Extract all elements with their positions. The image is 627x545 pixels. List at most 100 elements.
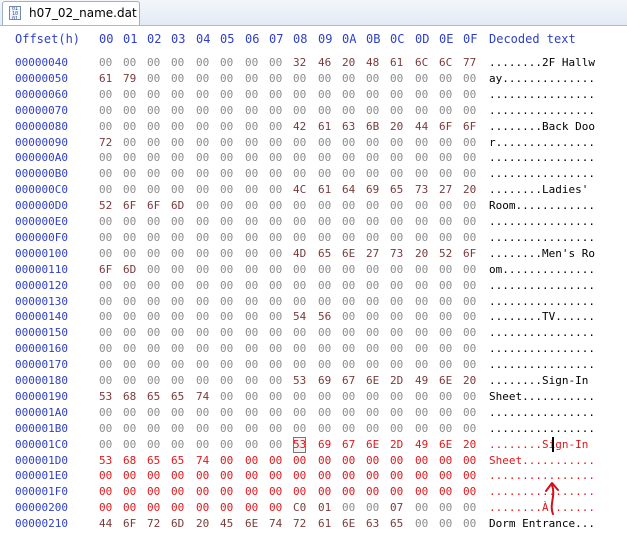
hex-byte-cell[interactable]: 00 <box>390 71 404 85</box>
hex-byte-cell[interactable]: 00 <box>123 246 137 260</box>
hex-byte-cell[interactable]: 45 <box>220 517 234 531</box>
hex-byte-cell[interactable]: 73 <box>390 246 404 260</box>
hex-byte-cell[interactable]: 00 <box>342 421 356 435</box>
hex-byte-cell[interactable]: 00 <box>171 437 185 451</box>
hex-byte-cell[interactable]: 00 <box>123 215 137 228</box>
hex-byte-cell[interactable]: 6F <box>123 199 137 213</box>
decoded-text[interactable]: ................ <box>489 294 595 308</box>
hex-byte-cell[interactable]: 73 <box>415 183 429 197</box>
hex-byte-cell[interactable]: 00 <box>415 453 429 467</box>
hex-byte-cell[interactable]: 00 <box>99 183 113 197</box>
file-tab[interactable]: 01 10 01 h07_02_name.dat <box>2 1 140 25</box>
hex-byte-cell[interactable]: 00 <box>245 310 259 324</box>
hex-byte-cell[interactable]: 53 <box>99 453 113 467</box>
hex-byte-cell[interactable]: 00 <box>390 199 404 213</box>
hex-byte-cell[interactable]: 00 <box>463 469 477 483</box>
hex-byte-cell[interactable]: 00 <box>269 56 283 69</box>
hex-byte-cell[interactable]: 00 <box>318 278 332 292</box>
hex-byte-cell[interactable]: 00 <box>123 183 137 197</box>
hex-byte-cell[interactable]: 00 <box>99 119 113 133</box>
hex-byte-cell[interactable]: 65 <box>390 183 404 197</box>
hex-byte-cell[interactable]: 00 <box>99 405 113 419</box>
hex-byte-cell[interactable]: 00 <box>269 326 283 340</box>
hex-byte-cell[interactable]: 61 <box>390 56 404 69</box>
decoded-text[interactable]: Room............ <box>489 199 595 213</box>
hex-byte-cell[interactable]: 00 <box>342 215 356 228</box>
hex-byte-cell[interactable]: 77 <box>463 56 477 69</box>
hex-byte-cell[interactable]: 00 <box>123 437 137 451</box>
hex-byte-cell[interactable]: 00 <box>147 342 161 356</box>
hex-byte-cell[interactable]: 00 <box>99 103 113 117</box>
hex-byte-cell[interactable]: 00 <box>366 389 380 403</box>
hex-byte-cell[interactable]: 00 <box>293 135 307 149</box>
hex-byte-cell[interactable]: C0 <box>293 501 307 515</box>
hex-byte-cell[interactable]: 27 <box>366 246 380 260</box>
hex-byte-cell[interactable]: 00 <box>123 326 137 340</box>
hex-byte-cell[interactable]: 00 <box>439 469 453 483</box>
hex-byte-cell[interactable]: 00 <box>245 469 259 483</box>
hex-byte-cell[interactable]: 00 <box>147 246 161 260</box>
hex-byte-cell[interactable]: 00 <box>220 103 234 117</box>
hex-byte-cell[interactable]: 00 <box>318 294 332 308</box>
hex-byte-cell[interactable]: 00 <box>99 437 113 451</box>
hex-byte-cell[interactable]: 6F <box>439 119 453 133</box>
hex-byte-cell[interactable]: 00 <box>245 262 259 276</box>
hex-byte-cell[interactable]: 00 <box>342 389 356 403</box>
hex-byte-cell[interactable]: 00 <box>123 103 137 117</box>
hex-byte-cell[interactable]: 00 <box>99 56 113 69</box>
decoded-text[interactable]: ........Sign-In <box>489 374 595 387</box>
hex-byte-cell[interactable]: 00 <box>196 262 210 276</box>
hex-byte-cell[interactable]: 00 <box>196 469 210 483</box>
hex-byte-cell[interactable]: 00 <box>293 230 307 244</box>
hex-byte-cell[interactable]: 00 <box>318 87 332 101</box>
hex-byte-cell[interactable]: 54 <box>293 310 307 324</box>
decoded-text[interactable]: ........À....... <box>489 501 595 515</box>
hex-byte-cell[interactable]: 00 <box>245 278 259 292</box>
hex-byte-cell[interactable]: 00 <box>269 501 283 515</box>
hex-byte-cell[interactable]: 00 <box>245 389 259 403</box>
decoded-text[interactable]: ........2F Hallw <box>489 56 595 69</box>
hex-byte-cell[interactable]: 00 <box>318 135 332 149</box>
hex-byte-cell[interactable]: 46 <box>318 56 332 69</box>
hex-byte-cell[interactable]: 00 <box>390 342 404 356</box>
hex-byte-cell[interactable]: 00 <box>147 215 161 228</box>
hex-byte-cell[interactable]: 00 <box>245 246 259 260</box>
hex-byte-cell[interactable]: 00 <box>293 262 307 276</box>
hex-byte-cell[interactable]: 00 <box>390 294 404 308</box>
hex-byte-cell[interactable]: 00 <box>366 294 380 308</box>
hex-byte-cell[interactable]: 00 <box>342 103 356 117</box>
hex-byte-cell[interactable]: 65 <box>147 389 161 403</box>
hex-byte-cell[interactable]: 00 <box>196 103 210 117</box>
hex-byte-cell[interactable]: 00 <box>123 405 137 419</box>
hex-byte-cell[interactable]: 32 <box>293 56 307 69</box>
decoded-text[interactable]: ................ <box>489 215 595 228</box>
hex-byte-cell[interactable]: 00 <box>196 119 210 133</box>
hex-byte-cell[interactable]: 6D <box>171 517 185 531</box>
hex-byte-cell[interactable]: 00 <box>293 421 307 435</box>
hex-byte-cell[interactable]: 00 <box>463 103 477 117</box>
hex-byte-cell[interactable]: 00 <box>390 278 404 292</box>
decoded-text[interactable]: ................ <box>489 151 595 165</box>
decoded-text[interactable]: Dorm Entrance... <box>489 517 595 531</box>
hex-byte-cell[interactable]: 00 <box>220 421 234 435</box>
hex-byte-cell[interactable]: 00 <box>245 453 259 467</box>
hex-byte-cell[interactable]: 00 <box>342 501 356 515</box>
hex-byte-cell[interactable]: 00 <box>147 278 161 292</box>
hex-byte-cell[interactable]: 72 <box>99 135 113 149</box>
hex-byte-cell[interactable]: 00 <box>245 119 259 133</box>
hex-byte-cell[interactable]: 00 <box>171 71 185 85</box>
hex-byte-cell[interactable]: 00 <box>269 215 283 228</box>
hex-byte-cell[interactable]: 00 <box>463 389 477 403</box>
hex-byte-cell[interactable]: 00 <box>123 485 137 499</box>
hex-byte-cell[interactable]: 00 <box>220 405 234 419</box>
hex-byte-cell[interactable]: 00 <box>245 374 259 387</box>
hex-byte-cell[interactable]: 00 <box>171 469 185 483</box>
hex-byte-cell[interactable]: 44 <box>99 517 113 531</box>
hex-byte-cell[interactable]: 00 <box>415 87 429 101</box>
hex-byte-cell[interactable]: 00 <box>123 421 137 435</box>
hex-byte-cell[interactable]: 00 <box>147 469 161 483</box>
hex-byte-cell[interactable]: 00 <box>342 71 356 85</box>
hex-byte-cell[interactable]: 00 <box>342 405 356 419</box>
hex-byte-cell[interactable]: 00 <box>390 389 404 403</box>
hex-byte-cell[interactable]: 00 <box>293 389 307 403</box>
